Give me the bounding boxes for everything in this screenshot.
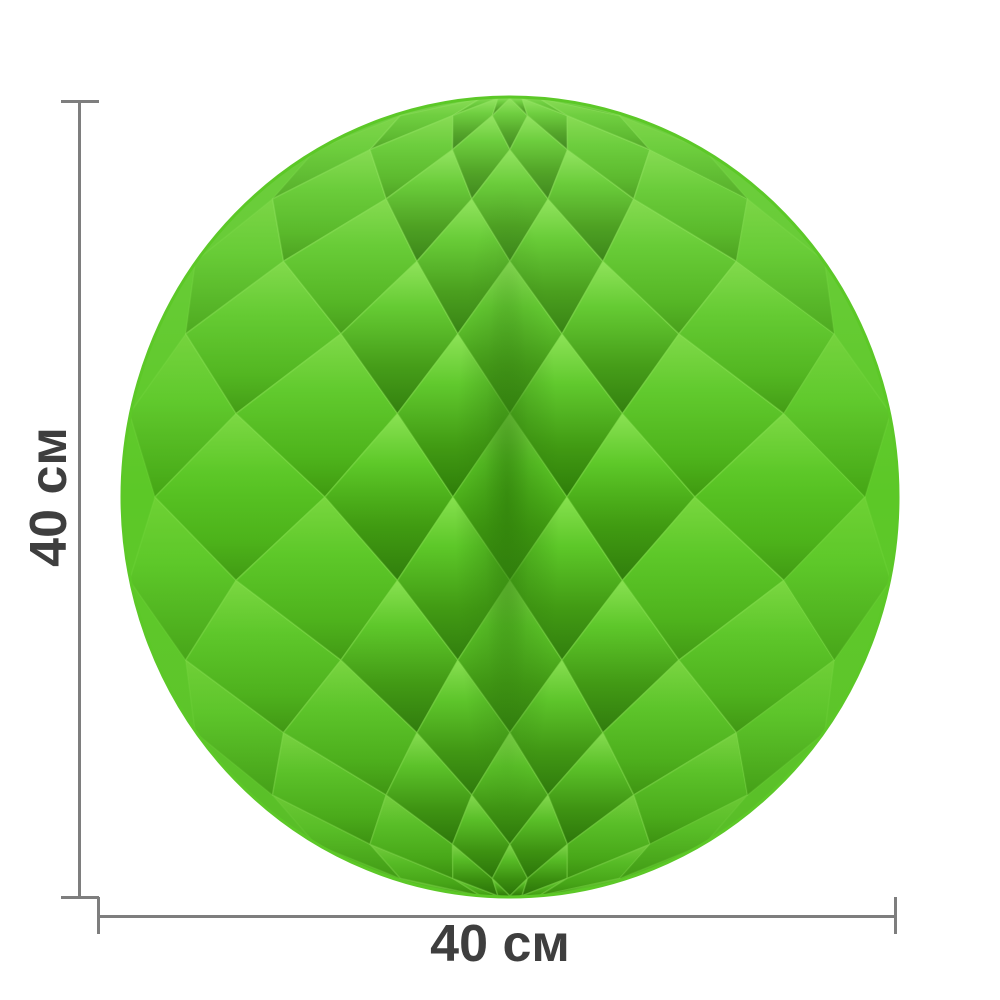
width-dimension-line (98, 915, 897, 918)
height-dimension-label: 40 см (20, 427, 78, 567)
height-dimension-tick-bottom (61, 896, 99, 899)
width-dimension-label: 40 см (430, 915, 570, 973)
height-dimension-tick-top (61, 100, 99, 103)
width-dimension-tick-right (894, 897, 897, 934)
height-dimension-line (78, 101, 81, 897)
width-dimension-tick-left (97, 897, 100, 934)
